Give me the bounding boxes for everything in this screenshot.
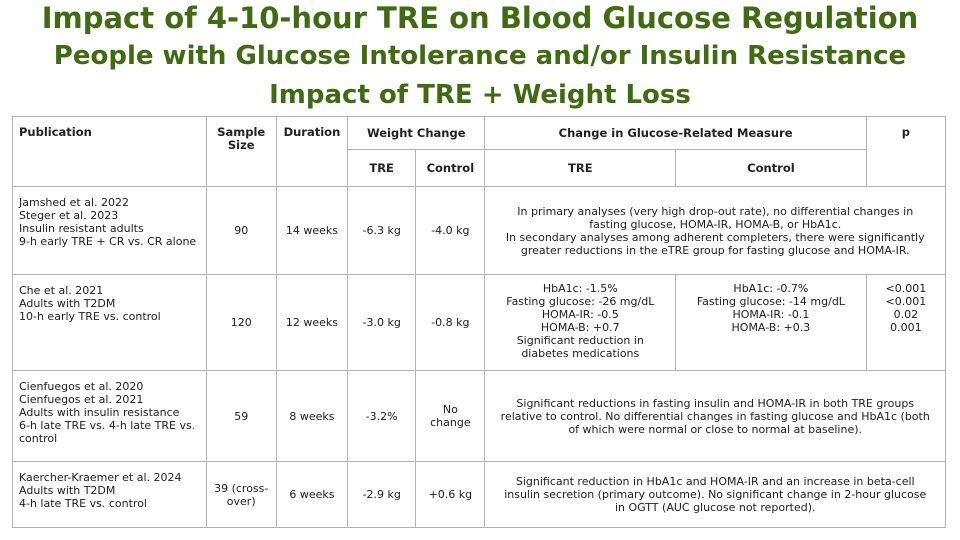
weight-tre-cell: -6.3 kg xyxy=(347,186,417,275)
glucose-tre-line: HOMA-B: +0.7 xyxy=(540,321,620,334)
publication-line: Kaercher-Kraemer et al. 2024 xyxy=(19,471,182,484)
glucose-tre-line: HbA1c: -1.5% xyxy=(542,282,618,295)
weight-control-cell: -0.8 kg xyxy=(415,274,486,371)
table-row: Cienfuegos et al. 2020 Cienfuegos et al.… xyxy=(12,370,946,462)
sample-size-cell: 120 xyxy=(205,274,277,371)
weight-control-cell: +0.6 kg xyxy=(415,461,486,528)
p-value: 0.02 xyxy=(893,308,919,321)
glucose-summary-cell: Significant reduction in HbA1c and HOMA-… xyxy=(484,461,946,528)
weight-tre-cell: -2.9 kg xyxy=(347,461,417,528)
p-value: <0.001 xyxy=(885,295,927,308)
header-glucose-change: Change in Glucose-Related Measure xyxy=(484,116,867,150)
slide-subtitle: People with Glucose Intolerance and/or I… xyxy=(53,41,907,71)
glucose-control-line: Fasting glucose: -14 mg/dL xyxy=(696,295,845,308)
publication-line: Insulin resistant adults xyxy=(19,222,144,235)
weight-tre-cell: -3.0 kg xyxy=(347,274,417,371)
weight-tre-cell: -3.2% xyxy=(347,370,417,462)
glucose-tre-line: Fasting glucose: -26 mg/dL xyxy=(506,295,655,308)
header-glucose-tre: TRE xyxy=(484,149,677,187)
glucose-control-line: HOMA-IR: -0.1 xyxy=(732,308,810,321)
publication-line: Cienfuegos et al. 2021 xyxy=(19,393,144,406)
summary-text: In secondary analyses among adherent com… xyxy=(505,230,925,257)
slide-subtitle-2: Impact of TRE + Weight Loss xyxy=(269,80,691,110)
publication-line: 4-h late TRE vs. control xyxy=(19,497,147,510)
duration-cell: 12 weeks xyxy=(275,274,349,371)
publication-line: Adults with T2DM xyxy=(19,297,116,310)
summary-text: Significant reductions in fasting insuli… xyxy=(500,396,930,436)
header-publication: Publication xyxy=(12,116,207,187)
publication-line: Cienfuegos et al. 2020 xyxy=(19,380,144,393)
publication-line: Jamshed et al. 2022 xyxy=(19,196,130,209)
summary-text: In primary analyses (very high drop-out … xyxy=(517,204,914,231)
duration-cell: 6 weeks xyxy=(275,461,349,528)
weight-control-cell: No change xyxy=(415,370,486,462)
glucose-tre-line: Significant reduction in diabetes medica… xyxy=(516,334,644,360)
table-row: Jamshed et al. 2022 Steger et al. 2023 I… xyxy=(12,186,946,275)
duration-cell: 8 weeks xyxy=(275,370,349,462)
weight-control-cell: -4.0 kg xyxy=(415,186,486,275)
publication-line: 9-h early TRE + CR vs. CR alone xyxy=(19,235,197,248)
glucose-summary-cell: Significant reductions in fasting insuli… xyxy=(484,370,946,462)
subheader-row: TRE Control TRE Control xyxy=(13,149,946,187)
publication-line: Steger et al. 2023 xyxy=(19,209,119,222)
p-value-cell: <0.001 <0.001 0.02 0.001 xyxy=(865,274,947,371)
table-row: Che et al. 2021 Adults with T2DM 10-h ea… xyxy=(12,274,947,371)
header-duration: Duration xyxy=(275,116,349,187)
glucose-tre-cell: HbA1c: -1.5% Fasting glucose: -26 mg/dL … xyxy=(484,274,677,371)
publication-line: Che et al. 2021 xyxy=(19,284,104,297)
sample-size-cell: 39 (cross-over) xyxy=(205,461,277,528)
p-value: 0.001 xyxy=(890,321,922,334)
glucose-tre-line: HOMA-IR: -0.5 xyxy=(541,308,619,321)
glucose-control-line: HbA1c: -0.7% xyxy=(733,282,809,295)
header-row: Publication Sample Size Duration Weight … xyxy=(12,116,947,187)
publication-line: Adults with T2DM xyxy=(19,484,116,497)
sample-size-cell: 90 xyxy=(205,186,277,275)
publication-line: Adults with insulin resistance xyxy=(19,406,180,419)
header-p: p xyxy=(865,116,947,187)
glucose-summary-cell: In primary analyses (very high drop-out … xyxy=(484,186,946,275)
glucose-control-line: HOMA-B: +0.3 xyxy=(731,321,811,334)
publication-cell: Jamshed et al. 2022 Steger et al. 2023 I… xyxy=(12,186,207,275)
header-sample-size: Sample Size xyxy=(205,116,277,187)
p-value: <0.001 xyxy=(885,282,927,295)
header-weight-tre: TRE xyxy=(347,149,417,187)
publication-cell: Che et al. 2021 Adults with T2DM 10-h ea… xyxy=(12,274,207,371)
header-weight-control: Control xyxy=(415,149,486,187)
publication-line: 10-h early TRE vs. control xyxy=(19,310,161,323)
results-table: Publication Sample Size Duration Weight … xyxy=(12,116,947,528)
duration-cell: 14 weeks xyxy=(275,186,349,275)
header-weight-change: Weight Change xyxy=(347,116,486,150)
summary-text: Significant reduction in HbA1c and HOMA-… xyxy=(504,475,927,514)
sample-size-cell: 59 xyxy=(205,370,277,462)
publication-cell: Cienfuegos et al. 2020 Cienfuegos et al.… xyxy=(12,370,207,462)
glucose-control-cell: HbA1c: -0.7% Fasting glucose: -14 mg/dL … xyxy=(675,274,867,371)
table-row: Kaercher-Kraemer et al. 2024 Adults with… xyxy=(12,461,946,528)
publication-cell: Kaercher-Kraemer et al. 2024 Adults with… xyxy=(12,461,207,528)
slide-title: Impact of 4-10-hour TRE on Blood Glucose… xyxy=(41,1,919,35)
header-glucose-control: Control xyxy=(675,149,867,187)
publication-line: 6-h late TRE vs. 4-h late TRE vs. contro… xyxy=(19,419,196,445)
